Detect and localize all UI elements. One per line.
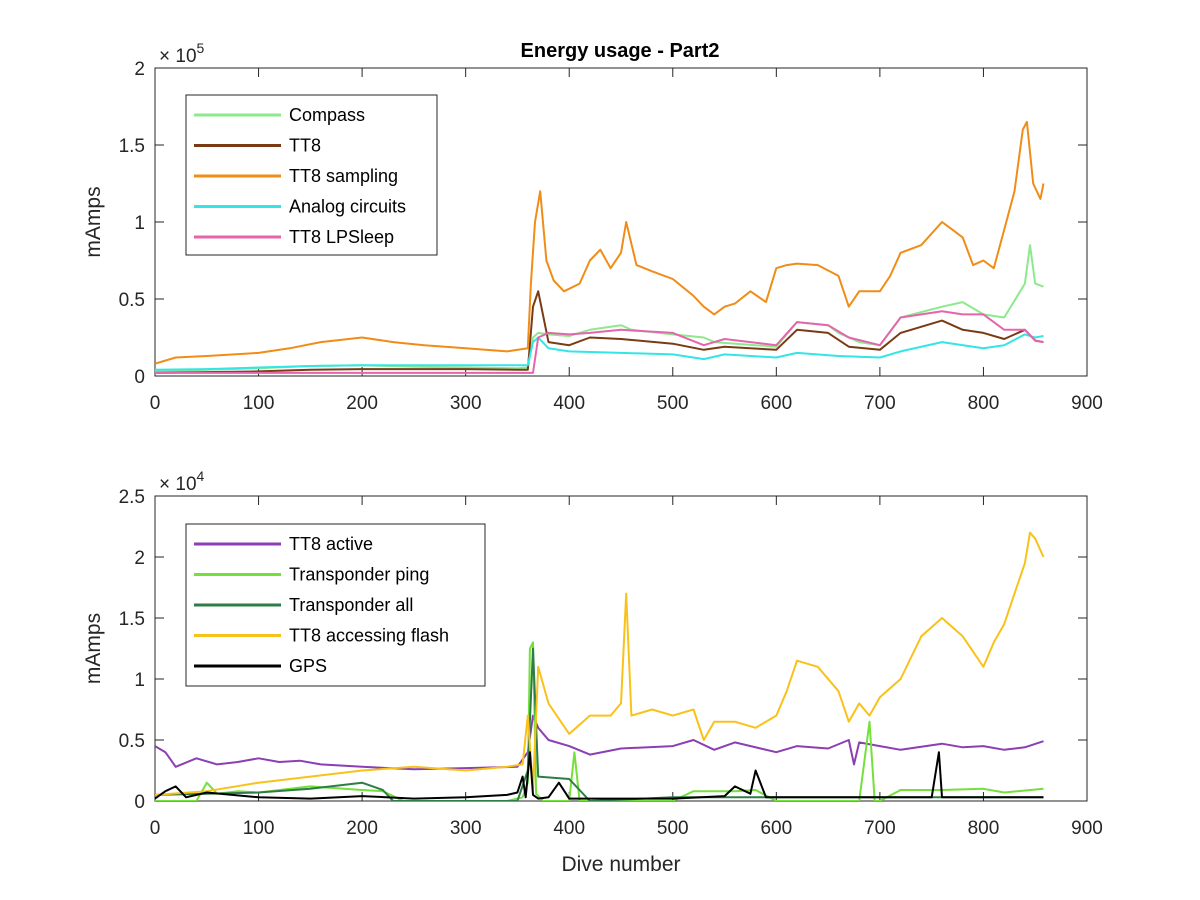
legend-label: Transponder ping <box>289 565 429 585</box>
top-chart-panel: 0 100 200 300 400 500 600 700 800 900 0 0.5 1 1.5 2 × 1… <box>82 40 1103 414</box>
y-tick-label: 0.5 <box>119 731 145 752</box>
series-line-tt8-lpsleep <box>155 310 1044 374</box>
y-exponent-base: × 10 <box>159 474 197 495</box>
y-tick-label: 0 <box>134 367 145 388</box>
series-line-tt8 <box>155 290 1044 374</box>
x-tick-label: 100 <box>243 818 275 839</box>
legend-label: TT8 LPSleep <box>289 227 394 247</box>
x-tick-label: 900 <box>1071 393 1103 414</box>
x-tick-label: 700 <box>864 393 896 414</box>
x-tick-label: 0 <box>150 818 161 839</box>
series-line-transponder-ping <box>155 641 1044 801</box>
x-tick-label: 0 <box>150 393 161 414</box>
y-tick-label: 2 <box>134 548 145 569</box>
x-tick-label: 700 <box>864 818 896 839</box>
y-tick-label: 1.5 <box>119 136 145 157</box>
x-tick-label: 200 <box>346 393 378 414</box>
y-exponent-label: × 104 <box>159 468 205 495</box>
legend-label: Analog circuits <box>289 197 406 217</box>
x-tick-label: 500 <box>657 818 689 839</box>
x-tick-label: 400 <box>553 393 585 414</box>
series-line-tt8-sampling <box>155 120 1045 365</box>
y-tick-label: 2 <box>134 59 145 80</box>
bottom-chart-panel: 0 100 200 300 400 500 600 700 800 900 0 0.5 1 1.5 2 2.5… <box>82 468 1103 876</box>
y-tick-label: 0 <box>134 792 145 813</box>
y-exponent-label: × 105 <box>159 40 205 67</box>
x-tick-label: 900 <box>1071 818 1103 839</box>
y-exponent-power: 4 <box>197 468 205 484</box>
series-line-tt8-active <box>155 714 1044 771</box>
y-tick-label: 1 <box>134 213 145 234</box>
x-tick-label: 100 <box>243 393 275 414</box>
legend-label: Compass <box>289 105 365 125</box>
y-axis-label: mAmps <box>82 613 105 684</box>
x-axis-label: Dive number <box>561 853 680 876</box>
legend-label: TT8 <box>289 136 321 156</box>
x-tick-label: 500 <box>657 393 689 414</box>
x-tick-label: 600 <box>760 393 792 414</box>
x-tick-label: 800 <box>968 818 1000 839</box>
x-tick-label: 800 <box>968 393 1000 414</box>
y-tick-label: 1 <box>134 670 145 691</box>
y-axis-label: mAmps <box>82 186 105 257</box>
series-line-gps <box>155 751 1044 800</box>
series-line-tt8-accessing-flash <box>155 531 1045 796</box>
legend-label: Transponder all <box>289 595 413 615</box>
x-tick-label: 300 <box>450 393 482 414</box>
y-tick-label: 2.5 <box>119 487 145 508</box>
y-exponent-power: 5 <box>197 40 205 56</box>
legend-label: TT8 active <box>289 534 373 554</box>
chart-title: Energy usage - Part2 <box>521 40 720 62</box>
legend-label: TT8 sampling <box>289 166 398 186</box>
series-line-compass <box>155 244 1044 373</box>
x-tick-label: 600 <box>760 818 792 839</box>
legend-label: TT8 accessing flash <box>289 626 449 646</box>
y-exponent-base: × 10 <box>159 46 197 67</box>
x-tick-label: 300 <box>450 818 482 839</box>
y-tick-label: 0.5 <box>119 290 145 311</box>
x-tick-label: 400 <box>553 818 585 839</box>
y-tick-label: 1.5 <box>119 609 145 630</box>
series-line-analog-circuits <box>155 333 1044 371</box>
legend-label: GPS <box>289 656 327 676</box>
x-tick-label: 200 <box>346 818 378 839</box>
